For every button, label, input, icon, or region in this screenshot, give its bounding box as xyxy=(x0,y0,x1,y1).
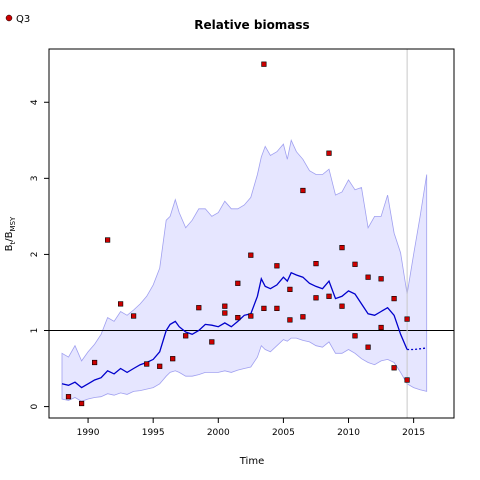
x-axis: 1990 1995 2000 2005 2010 2015 xyxy=(77,418,425,438)
data-point xyxy=(261,305,267,312)
chart-title: Relative biomass xyxy=(194,18,309,32)
y-label-sub2: MSY xyxy=(9,216,17,231)
x-axis-label: Time xyxy=(239,456,264,467)
data-point xyxy=(391,365,397,371)
y-label-main: B xyxy=(4,244,15,251)
data-point xyxy=(404,316,410,322)
data-point xyxy=(248,252,254,258)
x-tick-label: 2010 xyxy=(337,428,360,438)
data-point xyxy=(365,344,371,350)
data-point xyxy=(287,286,293,293)
data-point xyxy=(378,276,384,282)
data-point xyxy=(235,280,241,286)
data-point xyxy=(313,295,319,301)
data-point xyxy=(144,361,150,367)
legend-label-q3: Q3 xyxy=(16,14,30,25)
data-point xyxy=(313,260,319,267)
y-tick-label: 3 xyxy=(30,175,40,181)
data-point xyxy=(404,377,410,383)
median-line xyxy=(61,271,408,389)
projection-line xyxy=(407,347,427,351)
data-point xyxy=(92,359,98,366)
data-point xyxy=(339,245,345,251)
data-point xyxy=(352,333,358,339)
x-tick-label: 2015 xyxy=(402,428,425,438)
legend-marker-q3 xyxy=(5,14,13,22)
x-tick-label: 1990 xyxy=(77,428,100,438)
x-tick-label: 2005 xyxy=(272,428,295,438)
data-point xyxy=(183,333,189,339)
data-point xyxy=(209,339,215,345)
data-point xyxy=(339,303,345,309)
data-point xyxy=(196,305,202,311)
data-point xyxy=(352,261,358,267)
y-axis: 0 1 2 3 4 xyxy=(30,99,49,409)
data-point xyxy=(300,314,306,320)
data-point xyxy=(326,293,332,299)
data-point xyxy=(65,394,72,400)
y-label-sub1: t xyxy=(9,241,17,244)
plot-frame xyxy=(48,48,455,419)
data-point xyxy=(378,324,384,331)
data-point xyxy=(222,310,228,316)
y-axis-label: Bt/BMSY xyxy=(4,216,17,251)
data-point xyxy=(118,301,124,307)
data-point xyxy=(274,263,280,269)
data-point xyxy=(326,150,332,156)
data-point xyxy=(170,356,176,362)
observation-points xyxy=(65,61,410,407)
data-point xyxy=(222,303,228,309)
data-point xyxy=(261,61,267,67)
data-point xyxy=(157,363,163,369)
data-point xyxy=(287,317,293,323)
data-point xyxy=(105,237,111,243)
data-point xyxy=(248,313,254,319)
y-tick-label: 0 xyxy=(30,403,40,409)
y-tick-label: 1 xyxy=(30,328,40,334)
uncertainty-band xyxy=(61,139,428,402)
legend: Q3 xyxy=(5,14,30,25)
data-point xyxy=(300,187,306,194)
x-tick-label: 1995 xyxy=(142,428,165,438)
y-tick-label: 4 xyxy=(30,99,40,105)
data-point xyxy=(131,313,137,319)
data-point xyxy=(365,274,371,280)
data-point xyxy=(79,400,85,407)
x-tick-label: 2000 xyxy=(207,428,230,438)
y-tick-label: 2 xyxy=(30,252,40,258)
data-point xyxy=(391,295,397,302)
y-label-mid: /B xyxy=(4,231,15,241)
data-point xyxy=(274,305,280,312)
data-point xyxy=(235,314,241,321)
